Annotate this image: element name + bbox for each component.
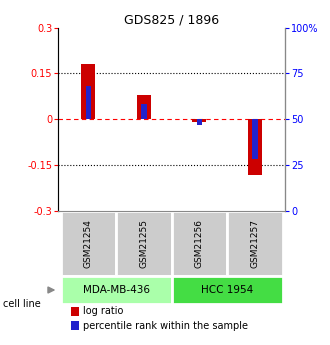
Text: MDA-MB-436: MDA-MB-436 bbox=[82, 285, 149, 295]
Bar bbox=[60, 276, 172, 304]
Text: GSM21257: GSM21257 bbox=[250, 219, 259, 268]
Bar bbox=[82, 64, 95, 119]
Bar bbox=[116, 210, 172, 276]
Bar bbox=[71, 321, 79, 330]
Title: GDS825 / 1896: GDS825 / 1896 bbox=[124, 13, 219, 27]
Text: GSM21254: GSM21254 bbox=[84, 219, 93, 268]
Bar bbox=[141, 105, 147, 119]
Bar bbox=[248, 119, 262, 176]
Text: HCC 1954: HCC 1954 bbox=[201, 285, 253, 295]
Bar bbox=[85, 86, 91, 119]
Bar bbox=[192, 119, 206, 122]
Bar bbox=[252, 119, 258, 159]
Bar bbox=[197, 119, 202, 125]
Text: GSM21256: GSM21256 bbox=[195, 219, 204, 268]
Bar bbox=[71, 307, 79, 316]
Bar bbox=[172, 210, 227, 276]
Bar bbox=[60, 210, 116, 276]
Text: log ratio: log ratio bbox=[83, 306, 124, 316]
Bar bbox=[137, 95, 151, 119]
Text: cell line: cell line bbox=[3, 299, 41, 309]
Text: percentile rank within the sample: percentile rank within the sample bbox=[83, 321, 248, 331]
Text: GSM21255: GSM21255 bbox=[139, 219, 148, 268]
Bar bbox=[227, 210, 283, 276]
Bar bbox=[172, 276, 283, 304]
